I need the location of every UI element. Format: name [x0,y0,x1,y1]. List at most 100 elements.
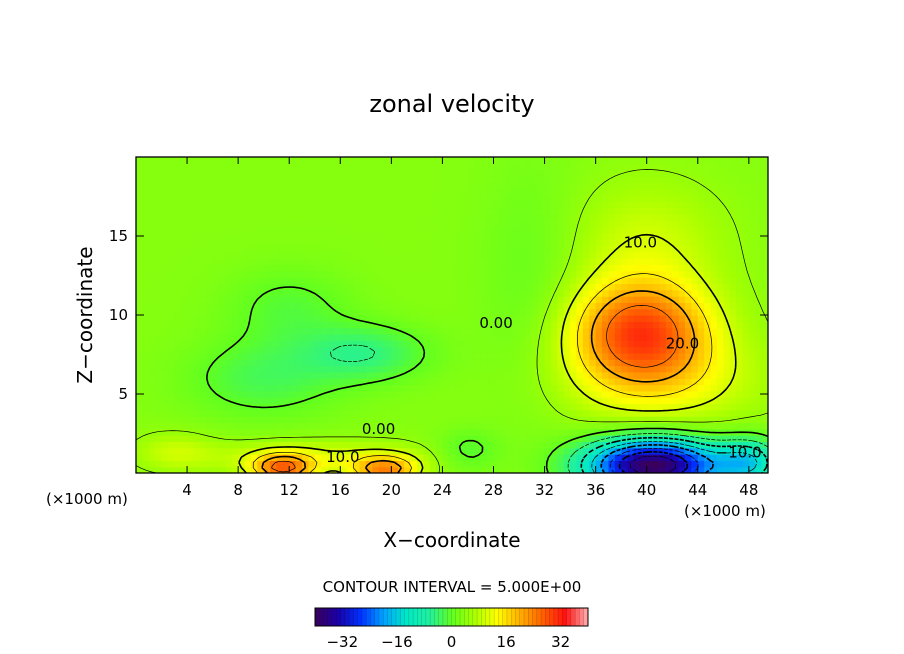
heatmap-cell [448,365,456,373]
heatmap-cell [148,454,156,461]
heatmap-cell [333,239,341,247]
heatmap-cell [755,213,763,221]
heatmap-cell [295,264,303,272]
heatmap-cell [480,188,488,196]
heatmap-cell [308,289,316,297]
heatmap-cell [161,270,169,278]
heatmap-cell [257,207,265,215]
heatmap-cell [729,213,737,221]
heatmap-cell [289,270,297,278]
heatmap-cell [704,352,712,360]
heatmap-cell [346,182,354,190]
heatmap-cell [359,220,367,228]
heatmap-cell [602,333,609,341]
heatmap-cell [218,182,226,190]
heatmap-cell [423,289,431,297]
heatmap-cell [729,289,737,297]
heatmap-cell [410,403,418,411]
heatmap-cell [378,340,386,348]
heatmap-cell [678,157,686,164]
heatmap-cell [582,371,590,379]
heatmap-cell [314,232,322,240]
heatmap-cell [423,346,431,354]
heatmap-cell [314,466,322,473]
heatmap-cell [512,390,520,398]
heatmap-cell [487,327,495,335]
heatmap-cell [180,251,188,259]
heatmap-cell [659,352,667,360]
heatmap-cell [199,201,207,209]
heatmap-cell [525,327,533,335]
heatmap-cell [442,175,450,183]
heatmap-cell [218,302,226,310]
heatmap-cell [404,397,412,405]
heatmap-cell [263,283,271,291]
heatmap-cell [180,207,188,215]
heatmap-cell [474,207,482,215]
heatmap-cell [193,264,201,272]
heatmap-cell [148,315,156,322]
x-axis-ticks: 4 8 12 16 20 24 28 32 36 40 44 48 [182,157,758,499]
heatmap-cell [167,403,175,411]
heatmap-cell [748,409,756,417]
heatmap-cell [353,157,361,164]
heatmap-cell [257,378,265,386]
heatmap-cell [218,346,226,354]
heatmap-cell [231,302,239,310]
heatmap-cell [193,163,201,171]
heatmap-cell [602,258,609,266]
heatmap-cell [627,378,635,386]
heatmap-cell [729,169,737,177]
heatmap-cell [218,220,226,228]
heatmap-cell [263,378,271,386]
heatmap-cell [544,359,552,367]
heatmap-cell [659,454,667,461]
heatmap-cell [308,346,316,354]
heatmap-cell [512,428,520,436]
heatmap-cell [544,188,552,196]
heatmap-cell [474,321,482,329]
heatmap-cell [148,428,156,436]
heatmap-cell [442,258,450,266]
heatmap-cell [167,270,175,278]
heatmap-cell [187,321,195,329]
heatmap-cell [704,182,712,190]
heatmap-cell [461,270,469,278]
heatmap-cell [410,188,418,196]
heatmap-cell [148,296,156,303]
heatmap-cell [672,315,680,322]
heatmap-cell [442,384,450,392]
heatmap-cell [493,378,501,386]
heatmap-cell [544,264,552,272]
heatmap-cell [136,277,143,284]
heatmap-cell [614,466,622,473]
heatmap-cell [691,321,699,329]
heatmap-cell [301,333,309,341]
heatmap-cell [672,194,680,202]
heatmap-cell [538,207,546,215]
heatmap-cell [589,226,597,234]
heatmap-cell [544,403,552,411]
heatmap-cell [474,416,482,424]
heatmap-cell [282,315,290,322]
heatmap-cell [550,245,558,253]
heatmap-cell [423,163,431,171]
heatmap-cell [423,245,431,253]
heatmap-cell [206,333,214,341]
heatmap-cell [499,441,507,449]
heatmap-cell [365,157,373,164]
heatmap-cell [276,384,284,392]
heatmap-cell [359,428,367,436]
heatmap-cell [384,346,392,354]
heatmap-cell [729,220,737,228]
heatmap-cell [576,201,584,209]
heatmap-cell [391,220,399,228]
heatmap-cell [314,157,322,164]
heatmap-cell [442,245,450,253]
heatmap-cell [148,283,156,291]
heatmap-cell [589,169,597,177]
heatmap-cell [704,163,712,171]
heatmap-cell [627,397,635,405]
heatmap-cell [263,270,271,278]
heatmap-cell [461,232,469,240]
